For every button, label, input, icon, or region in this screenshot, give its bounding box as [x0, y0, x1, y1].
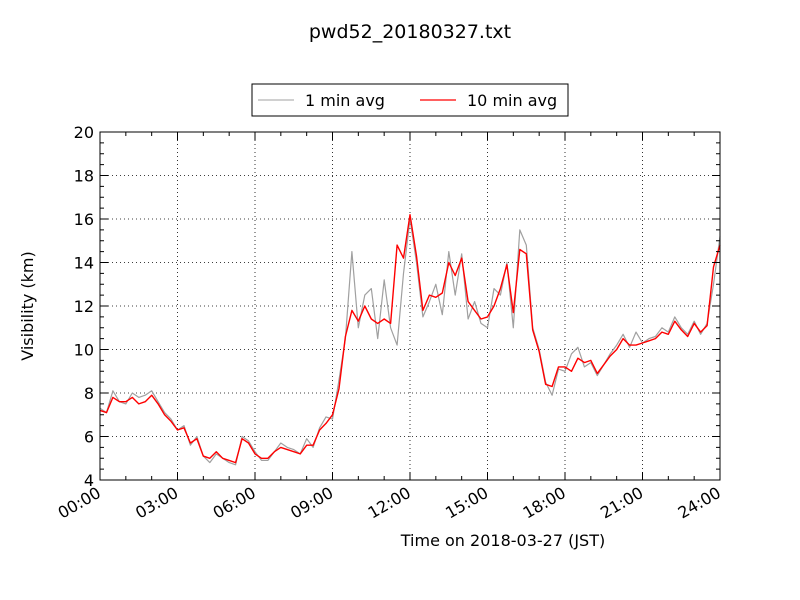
y-tick-label: 8: [84, 384, 94, 403]
y-tick-label: 6: [84, 428, 94, 447]
y-axis: 4 6 8 10 12 14 16 18 20: [74, 123, 720, 490]
legend-label-1min: 1 min avg: [305, 91, 385, 110]
x-axis-label: Time on 2018-03-27 (JST): [400, 531, 605, 550]
y-tick-label: 16: [74, 210, 94, 229]
y-tick-label: 10: [74, 341, 94, 360]
y-tick-label: 14: [74, 254, 94, 273]
plot-lines: [99, 213, 721, 466]
y-tick-label: 20: [74, 123, 94, 142]
legend-label-10min: 10 min avg: [467, 91, 557, 110]
y-axis-label: Visibility (km): [18, 251, 37, 360]
legend: 1 min avg 10 min avg: [251, 83, 569, 117]
series-line-10min: [99, 213, 721, 464]
y-tick-label: 4: [84, 471, 94, 490]
y-tick-label: 12: [74, 297, 94, 316]
legend-box: [251, 83, 569, 117]
y-tick-label: 18: [74, 167, 94, 186]
chart-title: pwd52_20180327.txt: [309, 21, 511, 43]
